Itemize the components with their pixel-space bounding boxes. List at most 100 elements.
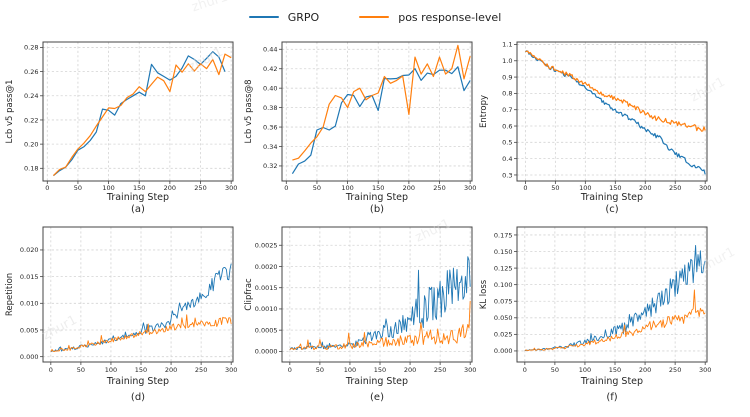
y-tick-label: 0.20 xyxy=(24,140,38,148)
x-tick-label: 300 xyxy=(464,184,476,192)
y-tick-label: 0.020 xyxy=(20,246,39,254)
legend-label-grpo: GRPO xyxy=(287,10,320,24)
y-tick-label: 0.050 xyxy=(494,314,513,322)
x-tick-label: 100 xyxy=(579,184,591,192)
x-axis-label: Training Step xyxy=(106,192,169,203)
x-tick-label: 150 xyxy=(372,184,384,192)
subplot-c: 0 50 100 150 200 250 300 0.3 0.4 0.5 0.6 0.7 0.8 0.9 1… xyxy=(479,41,711,215)
x-axis-label: Training Step xyxy=(580,376,643,387)
x-tick-label: 0 xyxy=(288,366,292,374)
y-axis-label: Lcb v5 pass@1 xyxy=(5,79,15,143)
y-tick-label: 0.18 xyxy=(24,165,38,173)
x-tick-label: 100 xyxy=(102,184,114,192)
x-tick-label: 50 xyxy=(551,184,559,192)
x-tick-label: 250 xyxy=(434,366,446,374)
subplot-e: 0 50 100 150 200 250 300 0.0000 0.0005 0.0010 0.00… xyxy=(244,226,476,403)
y-tick-label: 0.0015 xyxy=(255,284,278,292)
y-tick-label: 0.42 xyxy=(263,65,277,73)
legend-label-pos-response-level: pos response-level xyxy=(398,10,502,24)
y-axis-label: Entropy xyxy=(479,95,489,128)
x-tick-label: 0 xyxy=(45,184,49,192)
y-tick-label: 0.44 xyxy=(263,46,277,54)
legend: GRPO pos response-level xyxy=(0,0,750,30)
axes-frame xyxy=(516,226,708,363)
x-tick-label: 100 xyxy=(344,366,356,374)
series-line-pos-response-level xyxy=(525,50,706,132)
x-tick-label: 200 xyxy=(165,366,177,374)
y-tick-label: 0.36 xyxy=(263,123,277,131)
y-tick-label: 0.24 xyxy=(24,92,38,100)
x-tick-label: 300 xyxy=(464,366,476,374)
x-tick-label: 50 xyxy=(77,366,85,374)
x-tick-label: 200 xyxy=(639,184,651,192)
subplot-f: 0 50 100 150 200 250 300 0.000 0.025 0.050 0.075 0.… xyxy=(479,226,711,403)
y-tick-label: 0.34 xyxy=(263,143,277,151)
y-tick-label: 0.150 xyxy=(494,248,513,256)
series-line-pos-response-level xyxy=(524,289,706,351)
x-tick-label: 50 xyxy=(551,366,559,374)
x-axis-label: Training Step xyxy=(345,376,408,387)
y-tick-label: 0.075 xyxy=(494,298,513,306)
x-tick-label: 300 xyxy=(699,366,711,374)
x-tick-label: 150 xyxy=(133,184,145,192)
y-tick-label: 0.125 xyxy=(494,264,513,272)
series-line-pos-response-level xyxy=(292,44,471,161)
x-tick-label: 300 xyxy=(225,184,237,192)
y-tick-label: 0.4 xyxy=(502,155,512,163)
subplot-b: 0 50 100 150 200 250 300 0.32 0.34 0.36 0.38 0.40 0.… xyxy=(244,41,476,215)
x-tick-label: 150 xyxy=(374,366,386,374)
x-axis-label: Training Step xyxy=(106,376,169,387)
y-tick-label: 0.0025 xyxy=(255,242,278,250)
x-tick-label: 100 xyxy=(579,366,591,374)
x-tick-label: 250 xyxy=(669,184,681,192)
x-tick-label: 250 xyxy=(669,366,681,374)
x-tick-label: 50 xyxy=(316,366,324,374)
y-tick-label: 0.0000 xyxy=(255,348,278,356)
x-tick-label: 0 xyxy=(284,184,288,192)
x-axis-label: Training Step xyxy=(580,192,643,203)
series-line-grpo xyxy=(53,51,226,177)
y-tick-label: 0.22 xyxy=(24,116,38,124)
y-tick-label: 0.3 xyxy=(502,171,512,179)
y-tick-label: 0.32 xyxy=(263,162,277,170)
x-axis-label: Training Step xyxy=(345,192,408,203)
subplot-caption: (a) xyxy=(131,204,145,215)
axes-frame xyxy=(281,41,473,182)
y-tick-label: 0.26 xyxy=(24,68,38,76)
subplots-canvas: 0 50 100 150 200 250 300 0.18 0.20 0.22 0.24 0.26 0.… xyxy=(5,41,711,403)
x-tick-label: 200 xyxy=(164,184,176,192)
x-tick-label: 200 xyxy=(404,366,416,374)
y-tick-label: 0.0005 xyxy=(255,326,278,334)
legend-item-pos-response-level: pos response-level xyxy=(359,11,501,24)
axes-frame xyxy=(281,226,473,363)
y-tick-label: 0.100 xyxy=(494,281,513,289)
subplot-caption: (b) xyxy=(370,204,384,215)
y-tick-label: 0.175 xyxy=(494,231,513,239)
series-line-pos-response-level xyxy=(289,300,471,351)
x-tick-label: 150 xyxy=(135,366,147,374)
x-tick-label: 200 xyxy=(639,366,651,374)
x-tick-label: 50 xyxy=(74,184,82,192)
y-tick-label: 0.015 xyxy=(20,273,39,281)
y-tick-label: 0.7 xyxy=(502,106,512,114)
y-tick-label: 0.0020 xyxy=(255,263,278,271)
series-line-grpo xyxy=(291,66,471,175)
y-tick-label: 0.000 xyxy=(20,353,39,361)
x-tick-label: 300 xyxy=(225,366,237,374)
y-tick-label: 0.025 xyxy=(494,331,513,339)
axes-frame xyxy=(42,41,234,182)
legend-line-grpo-icon xyxy=(248,16,279,18)
y-tick-label: 0.005 xyxy=(20,326,39,334)
axes-frame xyxy=(516,41,708,182)
y-tick-label: 0.9 xyxy=(502,73,512,81)
y-tick-label: 0.000 xyxy=(494,347,513,355)
y-tick-label: 0.28 xyxy=(24,44,38,52)
subplot-caption: (d) xyxy=(131,392,145,403)
axes-frame xyxy=(42,226,234,363)
series-line-grpo xyxy=(525,50,706,175)
y-tick-label: 0.5 xyxy=(502,139,512,147)
x-tick-label: 150 xyxy=(609,184,621,192)
y-tick-label: 1.1 xyxy=(502,41,512,49)
subplot-caption: (c) xyxy=(605,204,618,215)
